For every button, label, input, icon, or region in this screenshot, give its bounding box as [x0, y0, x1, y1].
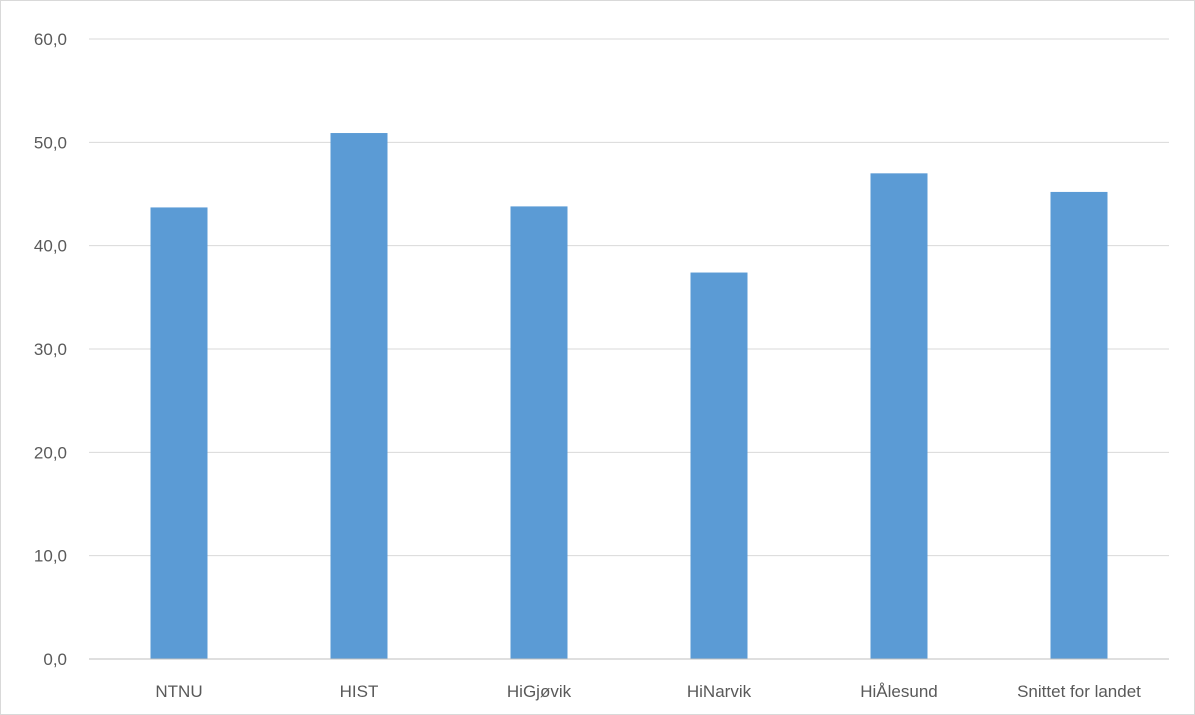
y-tick-label: 0,0: [43, 650, 67, 669]
y-tick-label: 40,0: [34, 237, 67, 256]
x-axis-tick-labels: NTNU HIST HiGjøvik HiNarvik HiÅlesund Snittet…: [155, 682, 1141, 701]
y-axis-tick-labels: 0,0 10,0 20,0 30,0 40,0 50,0 60,0: [34, 30, 67, 669]
bar-ntnu: [151, 207, 208, 659]
x-tick-label: NTNU: [155, 682, 202, 701]
x-tick-label: HiÅlesund: [860, 682, 938, 701]
bar-hiålesund: [871, 173, 928, 659]
bars: [151, 133, 1108, 659]
y-tick-label: 30,0: [34, 340, 67, 359]
x-tick-label: HIST: [340, 682, 379, 701]
y-tick-label: 60,0: [34, 30, 67, 49]
bar-hinarvik: [691, 273, 748, 659]
y-tick-label: 20,0: [34, 443, 67, 462]
bar-snittet-for-landet: [1051, 192, 1108, 659]
bar-higjøvik: [511, 206, 568, 659]
y-tick-label: 10,0: [34, 547, 67, 566]
x-tick-label: Snittet for landet: [1017, 682, 1141, 701]
bar-hist: [331, 133, 388, 659]
gridlines: [89, 39, 1169, 556]
x-tick-label: HiGjøvik: [507, 682, 572, 701]
x-tick-label: HiNarvik: [687, 682, 752, 701]
y-tick-label: 50,0: [34, 133, 67, 152]
